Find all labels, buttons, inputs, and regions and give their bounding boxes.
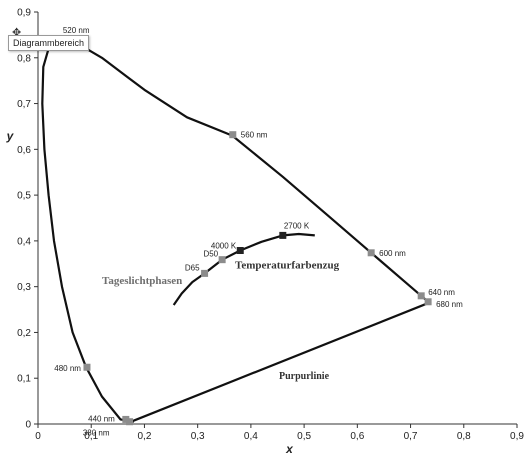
y-tick-label: 0,9 — [17, 8, 31, 19]
move-cursor-icon: ✥ — [12, 26, 22, 39]
data-point-label: 600 nm — [379, 249, 406, 258]
x-tick-label: 0,1 — [84, 431, 98, 442]
data-point-label: 2700 K — [284, 221, 310, 230]
data-point-label: 480 nm — [54, 364, 81, 373]
data-point-marker — [229, 131, 237, 139]
points-layer: 520 nm 560 nm 600 nm 640 nm 680 nm 480 nm 440 … — [54, 26, 463, 437]
y-tick-label: 0 — [25, 420, 31, 431]
data-point-label: 380 nm — [83, 429, 110, 438]
x-tick-label: 0,7 — [404, 431, 418, 442]
data-point-label: 4000 K — [211, 242, 237, 251]
data-point-label: D65 — [185, 263, 200, 272]
data-point-marker — [83, 363, 91, 371]
data-point-label: 520 nm — [63, 26, 90, 35]
data-point-marker — [279, 231, 287, 239]
x-axis-label: x — [285, 442, 294, 455]
y-tick-label: 0,8 — [17, 53, 31, 64]
data-point-label: D50 — [203, 250, 218, 259]
x-tick-label: 0,5 — [297, 431, 311, 442]
x-tick-label: 0,2 — [137, 431, 151, 442]
y-tick-label: 0,6 — [17, 145, 31, 156]
x-tick-label: 0 — [35, 431, 41, 442]
planckian-locus-line — [172, 232, 315, 306]
data-point-marker — [417, 292, 425, 300]
x-tick-label: 0,4 — [244, 431, 258, 442]
chart-area-tooltip: Diagrammbereich — [8, 35, 90, 51]
annotation-purpurlinie: Purpurlinie — [279, 371, 330, 382]
data-point-marker — [424, 298, 432, 306]
annotation-temperaturfarbenzug: Temperaturfarbenzug — [235, 259, 340, 271]
series-layer — [41, 40, 431, 423]
data-point-marker — [218, 256, 226, 264]
data-point-marker — [122, 415, 130, 423]
y-ticks: 0 0,1 0,2 0,3 0,4 0,5 0,6 0,7 0,8 0,9 — [17, 8, 38, 431]
spectral-locus-line — [41, 40, 431, 423]
x-tick-label: 0,9 — [510, 431, 524, 442]
data-point-marker — [201, 269, 209, 277]
x-tick-label: 0,8 — [457, 431, 471, 442]
x-ticks: 0 0,1 0,2 0,3 0,4 0,5 0,6 0,7 0,8 0,9 — [35, 424, 524, 442]
y-tick-label: 0,2 — [17, 328, 31, 339]
data-point-marker — [367, 249, 375, 257]
annotation-tageslichtphasen: Tageslichtphasen — [102, 275, 182, 287]
data-point-label: 680 nm — [436, 300, 463, 309]
annotations-layer: Tageslichtphasen Temperaturfarbenzug Pur… — [102, 259, 340, 382]
x-tick-label: 0,3 — [191, 431, 205, 442]
data-point-marker — [126, 418, 134, 426]
data-point-marker — [236, 247, 244, 255]
y-tick-label: 0,4 — [17, 236, 31, 247]
y-tick-label: 0,1 — [17, 374, 31, 385]
y-axis-label: y — [6, 129, 15, 143]
axes: 0 0,1 0,2 0,3 0,4 0,5 0,6 0,7 0,8 0,9 00,10,20,30… — [6, 8, 525, 455]
data-point-label: 640 nm — [428, 288, 455, 297]
y-tick-label: 0,5 — [17, 191, 31, 202]
data-point-label: 560 nm — [241, 131, 268, 140]
x-tick-label: 0,6 — [350, 431, 364, 442]
y-tick-label: 0,3 — [17, 282, 31, 293]
y-tick-label: 0,7 — [17, 99, 31, 110]
data-point-label: 440 nm — [88, 414, 115, 423]
